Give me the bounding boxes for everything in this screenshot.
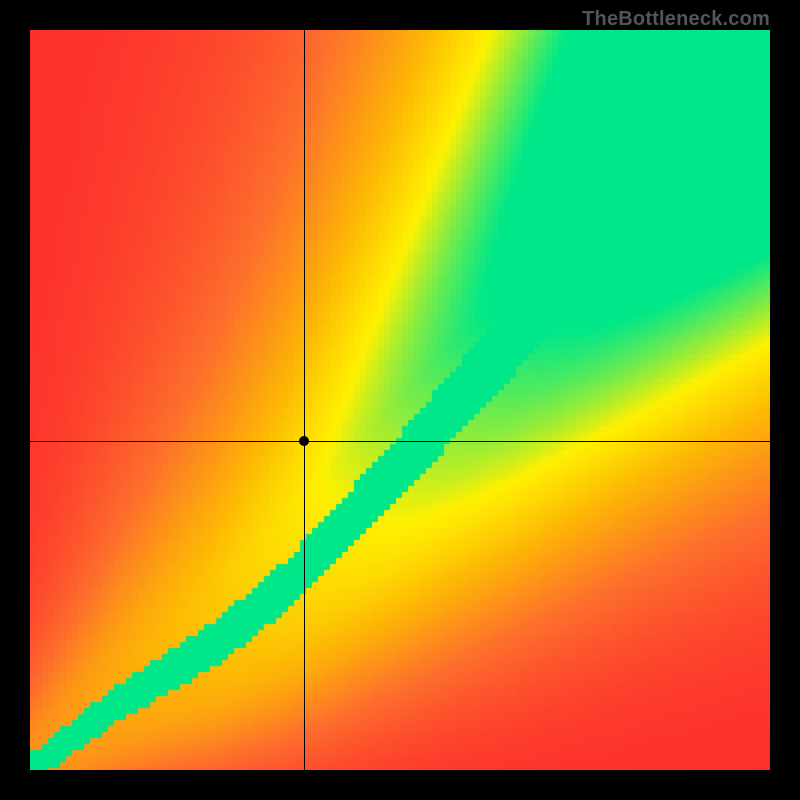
crosshair-vertical [304, 30, 305, 770]
watermark-text: TheBottleneck.com [582, 8, 770, 31]
crosshair-marker-dot [299, 436, 309, 446]
chart-frame: TheBottleneck.com [0, 0, 800, 800]
heatmap-canvas [30, 30, 770, 770]
heatmap-plot-area [30, 30, 770, 770]
crosshair-horizontal [30, 441, 770, 442]
